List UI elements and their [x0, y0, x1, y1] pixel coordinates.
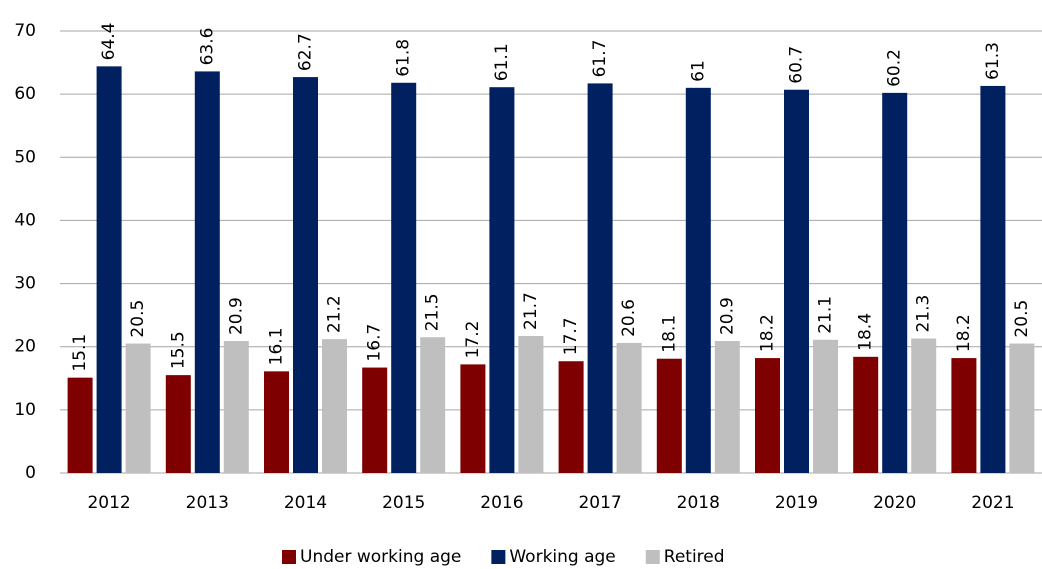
data-label: 21.2 — [325, 295, 345, 333]
bar — [460, 364, 486, 473]
bar — [362, 367, 388, 473]
x-tick-label: 2012 — [87, 493, 130, 513]
data-label: 61.7 — [590, 40, 610, 78]
bar — [125, 343, 151, 473]
legend-swatch — [491, 550, 506, 564]
x-tick-label: 2016 — [480, 493, 523, 513]
data-label: 20.5 — [128, 300, 148, 338]
bar — [420, 337, 446, 473]
y-tick-label: 70 — [14, 21, 36, 41]
data-label: 20.9 — [226, 297, 246, 335]
x-tick-label: 2015 — [382, 493, 425, 513]
bar — [714, 341, 740, 473]
bar — [911, 338, 937, 473]
data-label: 17.7 — [561, 317, 581, 355]
x-tick-label: 2014 — [284, 493, 327, 513]
data-label: 20.5 — [1012, 300, 1032, 338]
data-label: 21.3 — [914, 295, 934, 333]
bar — [489, 87, 515, 473]
bar — [165, 375, 191, 473]
bar — [1009, 343, 1035, 473]
data-label: 61.1 — [492, 43, 512, 81]
bar — [67, 377, 93, 473]
data-label: 61 — [688, 60, 708, 82]
y-tick-label: 40 — [14, 210, 36, 230]
data-label: 16.7 — [365, 324, 385, 362]
data-label: 18.2 — [758, 314, 778, 352]
bar — [853, 356, 879, 473]
legend-swatch — [282, 550, 296, 564]
bar — [194, 71, 220, 473]
data-label: 20.6 — [619, 299, 639, 337]
bar — [616, 342, 642, 473]
legend-label: Retired — [664, 547, 725, 567]
data-label: 18.4 — [856, 313, 876, 351]
data-label: 21.7 — [521, 292, 541, 330]
y-tick-label: 50 — [14, 147, 36, 167]
legend-label: Working age — [509, 547, 615, 567]
data-label: 60.2 — [885, 49, 905, 87]
data-label: 15.5 — [168, 331, 188, 369]
bar — [223, 341, 249, 473]
x-tick-label: 2021 — [971, 493, 1014, 513]
data-label: 21.5 — [423, 293, 443, 331]
data-label: 63.6 — [197, 28, 217, 66]
data-label: 60.7 — [787, 46, 807, 84]
data-label: 20.9 — [717, 297, 737, 335]
data-label: 21.1 — [816, 296, 836, 334]
legend-swatch — [645, 550, 660, 564]
data-label: 61.3 — [983, 42, 1003, 80]
y-tick-label: 20 — [14, 337, 36, 357]
bar — [391, 82, 417, 473]
legend-label: Under working age — [300, 547, 461, 567]
data-label: 15.1 — [70, 334, 90, 372]
x-tick-label: 2018 — [677, 493, 720, 513]
bar — [558, 361, 584, 473]
bar — [882, 92, 908, 473]
data-label: 18.2 — [954, 314, 974, 352]
bar — [96, 66, 122, 474]
bar — [951, 358, 977, 473]
bar — [293, 77, 318, 473]
bar — [518, 335, 544, 473]
data-label: 61.8 — [394, 39, 414, 77]
bar — [587, 83, 613, 473]
x-tick-label: 2013 — [186, 493, 229, 513]
bar — [755, 358, 780, 473]
y-tick-label: 60 — [14, 84, 36, 104]
data-label: 64.4 — [99, 23, 119, 61]
bar — [813, 339, 838, 473]
x-tick-label: 2019 — [775, 493, 818, 513]
bar — [685, 87, 711, 473]
bar — [784, 89, 809, 474]
x-tick-label: 2020 — [873, 493, 916, 513]
data-label: 62.7 — [296, 33, 316, 71]
bar — [264, 371, 289, 473]
data-label: 16.1 — [267, 327, 287, 365]
bar — [980, 85, 1006, 473]
y-tick-label: 0 — [25, 463, 36, 483]
data-label: 17.2 — [463, 321, 483, 359]
y-tick-label: 30 — [14, 274, 36, 294]
x-tick-label: 2017 — [578, 493, 621, 513]
data-label: 18.1 — [659, 315, 679, 353]
y-tick-label: 10 — [14, 400, 36, 420]
bar — [656, 358, 682, 473]
bar — [322, 339, 347, 473]
